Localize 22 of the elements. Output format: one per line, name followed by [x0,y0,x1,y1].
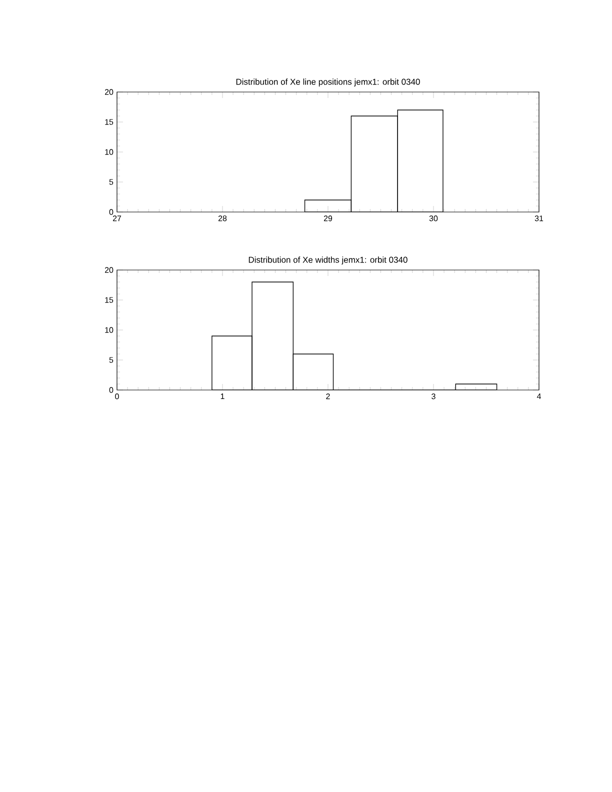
x-tick-label: 4 [536,394,541,400]
x-tick-label: 0 [115,394,119,400]
y-tick-label: 5 [109,357,114,363]
y-tick-label: 15 [105,297,114,303]
chart-title: Distribution of Xe widths jemx1: orbit 0340 [248,256,408,264]
y-tick-label: 10 [105,327,114,333]
y-tick-label: 15 [105,119,114,125]
chart-title: Distribution of Xe line positions jemx1: orbit 0340 [236,78,420,86]
x-tick-label: 29 [324,216,332,222]
x-tick-label: 1 [220,394,224,400]
y-tick-label: 10 [105,149,114,155]
y-tick-label: 0 [109,387,114,393]
y-tick-label: 20 [104,89,114,95]
x-tick-label: 27 [112,216,122,222]
y-tick-label: 20 [104,267,114,273]
x-tick-label: 31 [534,216,544,222]
x-tick-label: 30 [429,216,438,222]
x-tick-label: 28 [218,216,227,222]
y-tick-label: 0 [109,209,114,215]
x-tick-label: 2 [326,394,330,400]
y-tick-label: 5 [109,179,114,185]
x-tick-label: 3 [432,394,436,400]
